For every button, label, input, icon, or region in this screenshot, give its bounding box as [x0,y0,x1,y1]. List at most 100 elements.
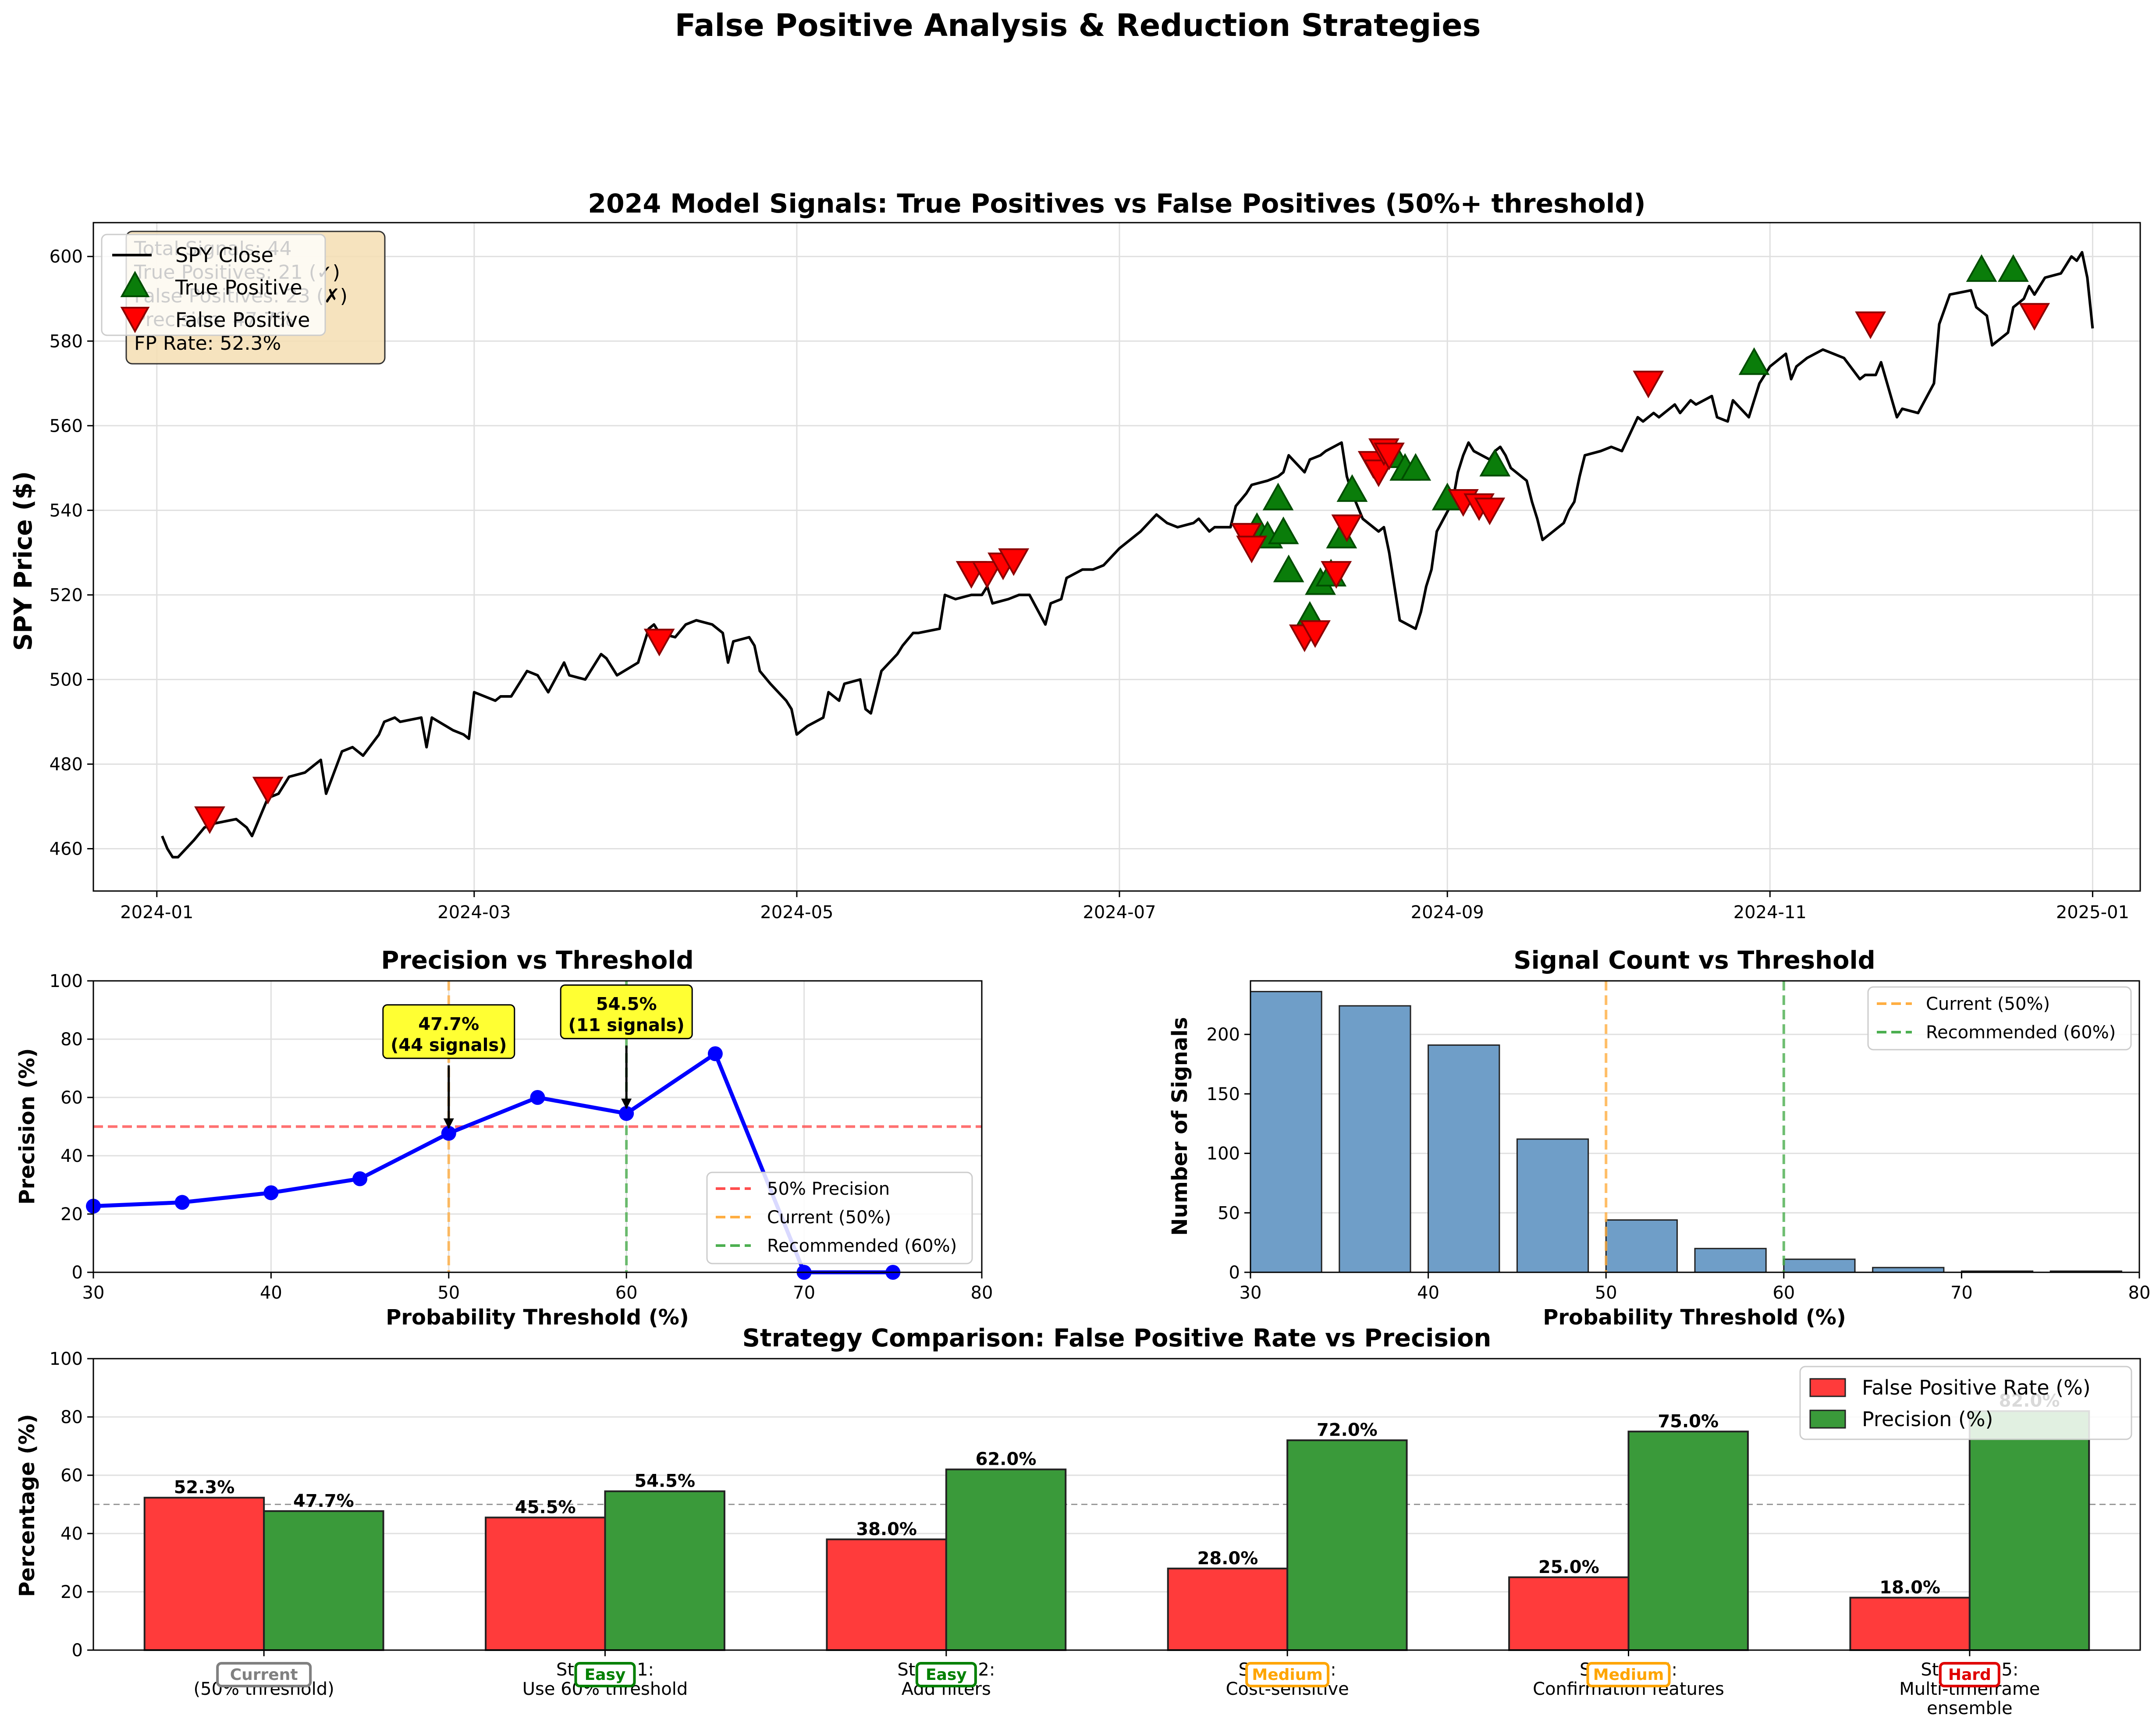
fp-rate-value-label: 18.0% [1879,1577,1940,1598]
legend-50-precision-label: 50% Precision [767,1179,890,1199]
difficulty-badge-label: Medium [1593,1666,1664,1684]
precision-bar [1287,1440,1407,1650]
precision-y-tick-label: 60 [60,1088,83,1108]
difficulty-badge: Medium [1247,1663,1328,1686]
difficulty-badge-label: Hard [1948,1666,1991,1684]
legend-true-positive-label: True Positive [175,276,302,299]
difficulty-badge: Easy [576,1663,635,1686]
count-bar [1250,991,1321,1272]
difficulty-badge-label: Easy [926,1666,967,1684]
count-x-tick-label: 60 [1772,1283,1795,1303]
fp-rate-value-label: 38.0% [856,1519,917,1539]
legend-spy-close-label: SPY Close [175,243,273,267]
legend-current-label: Current (50%) [767,1207,891,1228]
precision-x-tick-label: 70 [793,1283,815,1303]
difficulty-badge: Current [217,1663,310,1686]
precision-value-label: 72.0% [1317,1420,1378,1440]
difficulty-badge-label: Easy [585,1666,626,1684]
count-bar [1695,1249,1766,1272]
count-chart-title: Signal Count vs Threshold [1513,946,1875,975]
precision-y-tick-label: 0 [72,1263,83,1283]
signals-chart-ylabel: SPY Price ($) [9,471,38,651]
annotation-value: 47.7% [418,1014,479,1034]
strategy-chart-title: Strategy Comparison: False Positive Rate… [742,1324,1492,1353]
count-y-tick-label: 150 [1207,1084,1240,1104]
signals-chart-title: 2024 Model Signals: True Positives vs Fa… [588,188,1645,219]
signals-y-tick-label: 500 [50,670,83,690]
fp-rate-value-label: 45.5% [515,1497,576,1517]
count-bar [1339,1006,1410,1272]
precision-y-tick-label: 40 [60,1146,83,1166]
signals-y-tick-label: 600 [50,247,83,267]
strategy-y-tick-label: 20 [60,1582,83,1602]
precision-y-tick-label: 80 [60,1030,83,1050]
precision-point [708,1046,723,1061]
precision-bar [1629,1431,1748,1650]
precision-value-label: 75.0% [1658,1411,1719,1431]
precision-point [352,1172,367,1186]
precision-point [175,1195,190,1210]
fp-rate-bar [1168,1569,1287,1650]
precision-chart-xlabel: Probability Threshold (%) [386,1305,689,1330]
legend-fp-rate-label: False Positive Rate (%) [1862,1376,2091,1399]
fp-rate-value-label: 28.0% [1197,1548,1258,1569]
signals-y-tick-label: 580 [50,331,83,351]
signals-y-tick-label: 480 [50,754,83,774]
strategy-y-tick-label: 0 [72,1640,83,1661]
precision-bar [946,1470,1066,1650]
legend-fp-rate-swatch [1810,1379,1845,1396]
count-bar [1784,1259,1855,1272]
signals-y-tick-label: 520 [50,585,83,605]
count-x-tick-label: 30 [1240,1283,1262,1303]
count-y-tick-label: 0 [1229,1263,1240,1283]
count-bar [1606,1220,1677,1272]
signals-x-tick-label: 2025-01 [2056,902,2129,923]
count-bar [1428,1045,1499,1272]
strategy-y-tick-label: 40 [60,1524,83,1544]
legend-precision-swatch [1810,1410,1845,1428]
precision-value-label: 62.0% [976,1449,1037,1470]
strategy-y-tick-label: 60 [60,1466,83,1486]
precision-x-tick-label: 40 [260,1283,282,1303]
count-chart-ylabel: Number of Signals [1168,1017,1192,1236]
precision-legend: 50% Precision Current (50%) Recommended … [707,1172,972,1264]
precision-bar [264,1511,383,1650]
precision-y-tick-label: 100 [50,971,83,991]
strategy-chart-ylabel: Percentage (%) [15,1414,39,1597]
fp-rate-bar [1850,1598,1969,1650]
precision-point [530,1090,545,1105]
count-legend-recommended-label: Recommended (60%) [1926,1022,2116,1043]
precision-bar [605,1491,725,1650]
count-x-tick-label: 70 [1950,1283,1973,1303]
difficulty-badge-label: Medium [1252,1666,1323,1684]
precision-x-tick-label: 30 [82,1283,105,1303]
signals-x-tick-label: 2024-11 [1733,902,1807,923]
signals-x-tick-label: 2024-01 [120,902,193,923]
strategy-y-tick-label: 80 [60,1407,83,1427]
difficulty-badge: Hard [1940,1663,1999,1686]
count-legend-current-label: Current (50%) [1926,994,2050,1014]
fp-rate-bar [827,1539,946,1650]
count-bar [1517,1139,1588,1272]
precision-value-label: 54.5% [634,1471,695,1491]
signals-x-tick-label: 2024-07 [1083,902,1156,923]
fp-rate-bar [145,1498,264,1650]
signals-x-tick-label: 2024-03 [437,902,511,923]
legend-false-positive-label: False Positive [175,308,310,332]
fp-rate-bar [486,1517,605,1650]
count-y-tick-label: 50 [1218,1203,1240,1223]
annotation-signal-count: (11 signals) [568,1015,685,1036]
precision-chart-ylabel: Precision (%) [15,1048,39,1204]
precision-chart-title: Precision vs Threshold [381,946,693,975]
fp-rate-bar [1509,1577,1628,1650]
strategy-legend: False Positive Rate (%) Precision (%) [1800,1367,2131,1439]
count-chart-xlabel: Probability Threshold (%) [1543,1305,1846,1330]
annotation-signal-count: (44 signals) [391,1035,507,1055]
precision-point [263,1185,278,1200]
count-y-tick-label: 200 [1207,1025,1240,1045]
difficulty-badge: Medium [1588,1663,1669,1686]
precision-value-label: 47.7% [293,1491,354,1511]
signals-y-tick-label: 540 [50,501,83,521]
signals-legend: SPY Close True Positive False Positive [102,234,325,335]
